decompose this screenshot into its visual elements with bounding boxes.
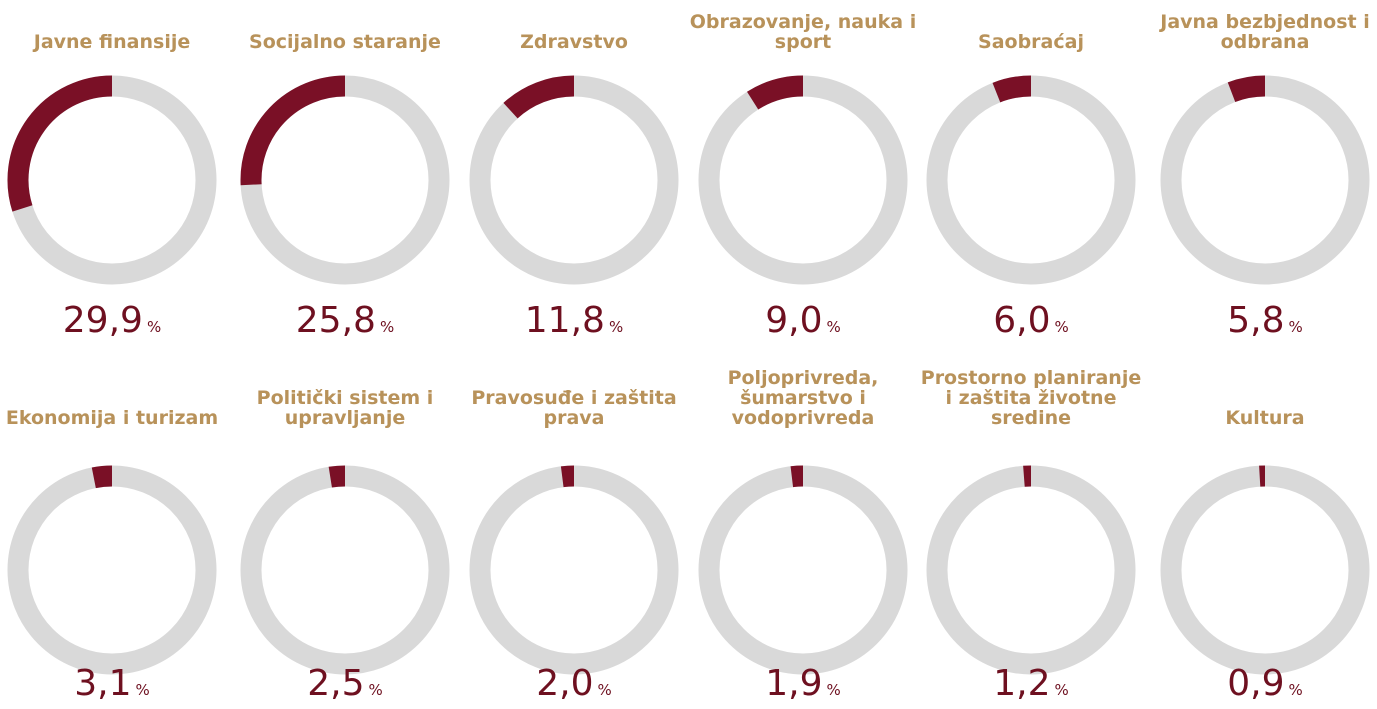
category-title: Kultura: [1225, 407, 1305, 429]
ring-track: [7, 465, 217, 675]
ring-track: [926, 75, 1136, 285]
value-label: 6,0%: [993, 300, 1069, 341]
value-unit: %: [609, 318, 623, 336]
value-label: 1,9%: [765, 663, 841, 704]
value-unit: %: [827, 318, 841, 336]
ring-track: [469, 75, 679, 285]
value-label: 3,1%: [74, 663, 150, 704]
value-number: 3,1: [74, 663, 131, 704]
value-unit: %: [369, 681, 383, 699]
ring-track: [1160, 465, 1370, 675]
value-number: 11,8: [525, 300, 605, 341]
value-unit: %: [1055, 318, 1069, 336]
ring-arc: [790, 465, 804, 488]
category-title: Prostorno planiranje i zaštita životne s…: [920, 367, 1142, 429]
value-unit: %: [147, 318, 161, 336]
value-number: 0,9: [1227, 663, 1284, 704]
value-number: 25,8: [296, 300, 376, 341]
value-number: 1,2: [993, 663, 1050, 704]
value-unit: %: [380, 318, 394, 336]
value-label: 1,2%: [993, 663, 1069, 704]
value-unit: %: [827, 681, 841, 699]
category-title: Obrazovanje, nauka i sport: [689, 11, 917, 53]
ring-arc: [992, 75, 1032, 103]
category-title: Javne finansije: [33, 31, 191, 53]
value-label: 0,9%: [1227, 663, 1303, 704]
ring-arc: [7, 75, 113, 212]
value-label: 25,8%: [296, 300, 394, 341]
ring-arc: [240, 75, 346, 186]
value-unit: %: [136, 681, 150, 699]
ring-track: [240, 465, 450, 675]
ring-arc: [91, 465, 113, 489]
value-number: 29,9: [63, 300, 143, 341]
ring-track: [1160, 75, 1370, 285]
category-title: Ekonomija i turizam: [5, 407, 219, 429]
ring-arc: [747, 75, 804, 110]
value-label: 9,0%: [765, 300, 841, 341]
value-number: 2,0: [536, 663, 593, 704]
value-unit: %: [598, 681, 612, 699]
value-number: 9,0: [765, 300, 822, 341]
value-label: 5,8%: [1227, 300, 1303, 341]
ring-arc: [328, 465, 346, 488]
ring-track: [698, 465, 908, 675]
value-label: 2,5%: [307, 663, 383, 704]
category-title: Socijalno staranje: [249, 31, 441, 53]
ring-track: [469, 465, 679, 675]
category-title: Zdravstvo: [520, 31, 628, 53]
value-label: 29,9%: [63, 300, 161, 341]
value-label: 2,0%: [536, 663, 612, 704]
category-title: Pravosuđe i zaštita prava: [471, 387, 677, 429]
ring-arc: [560, 465, 575, 488]
value-number: 1,9: [765, 663, 822, 704]
ring-arc: [1227, 75, 1266, 103]
ring-track: [698, 75, 908, 285]
ring-track: [926, 465, 1136, 675]
value-unit: %: [1289, 318, 1303, 336]
category-title: Politički sistem i upravljanje: [256, 387, 434, 429]
category-title: Poljoprivreda, šumarstvo i vodoprivreda: [727, 367, 879, 429]
category-title: Javna bezbjednost i odbrana: [1160, 11, 1370, 53]
ring-arc: [503, 75, 575, 119]
value-number: 5,8: [1227, 300, 1284, 341]
category-title: Saobraćaj: [978, 31, 1084, 53]
value-label: 11,8%: [525, 300, 623, 341]
value-number: 6,0: [993, 300, 1050, 341]
value-unit: %: [1055, 681, 1069, 699]
value-number: 2,5: [307, 663, 364, 704]
value-unit: %: [1289, 681, 1303, 699]
